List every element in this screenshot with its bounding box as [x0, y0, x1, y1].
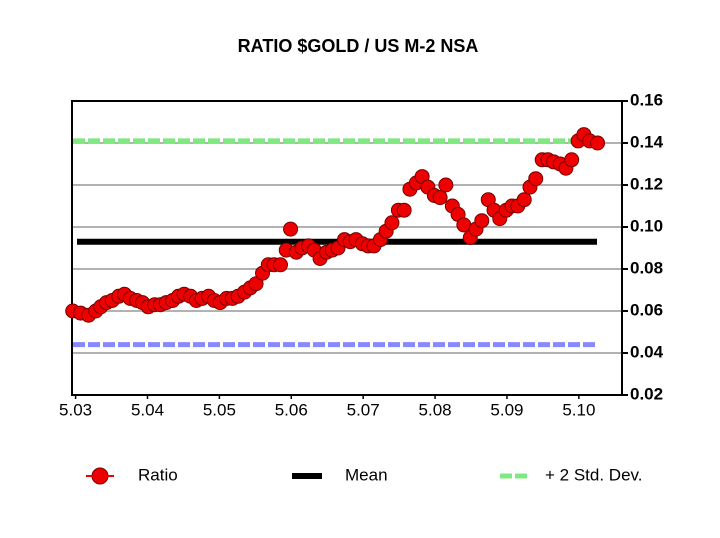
ratio-point	[384, 215, 400, 231]
x-tick-label: 5.06	[275, 400, 308, 419]
y-tick-label: 0.06	[630, 300, 663, 319]
ratio-point	[528, 171, 544, 187]
ratio-point	[564, 152, 580, 168]
x-tick-label: 5.09	[490, 400, 523, 419]
x-tick-label: 5.05	[203, 400, 236, 419]
y-tick-label: 0.14	[630, 132, 664, 151]
ratio-point	[272, 257, 288, 273]
legend-label: Mean	[345, 465, 388, 484]
ratio-point	[432, 190, 448, 206]
y-tick-label: 0.12	[630, 174, 663, 193]
y-tick-label: 0.02	[630, 384, 663, 403]
y-tick-label: 0.04	[630, 342, 664, 361]
x-tick-label: 5.03	[59, 400, 92, 419]
x-tick-label: 5.07	[347, 400, 380, 419]
x-tick-label: 5.10	[562, 400, 595, 419]
legend-label: + 2 Std. Dev.	[545, 465, 642, 484]
y-tick-label: 0.10	[630, 216, 663, 235]
y-tick-label: 0.16	[630, 90, 663, 109]
y-tick-label: 0.08	[630, 258, 663, 277]
ratio-point	[396, 202, 412, 218]
ratio-point	[590, 135, 606, 151]
legend-label: Ratio	[138, 465, 178, 484]
x-tick-label: 5.08	[419, 400, 452, 419]
ratio-point	[474, 213, 490, 229]
ratio-point	[516, 192, 532, 208]
ratio-point	[283, 221, 299, 237]
chart-title: RATIO $GOLD / US M-2 NSA	[238, 36, 479, 56]
x-tick-label: 5.04	[131, 400, 164, 419]
plot-frame	[71, 100, 623, 396]
ratio-point	[438, 177, 454, 193]
